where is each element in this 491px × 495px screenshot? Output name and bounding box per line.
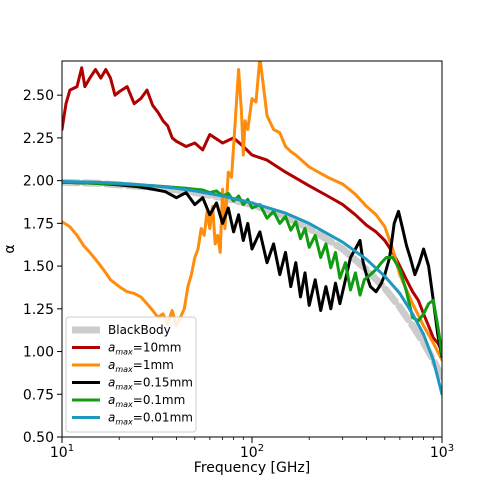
legend-label: amax=0.01mm xyxy=(108,411,193,427)
y-tick-label: 1.75 xyxy=(23,216,54,232)
x-axis-label: Frequency [GHz] xyxy=(194,460,310,476)
series-line-4 xyxy=(62,180,442,357)
x-tick-label: 103 xyxy=(430,443,454,461)
legend: BlackBodyamax=10mmamax=1mmamax=0.15mmama… xyxy=(65,316,197,433)
x-tick-label: 101 xyxy=(50,443,74,461)
legend-label: BlackBody xyxy=(108,323,171,337)
y-axis-label: α xyxy=(2,244,18,253)
series-line-5 xyxy=(62,180,442,396)
legend-label: amax=0.15mm xyxy=(108,376,193,392)
legend-box xyxy=(65,316,197,433)
series-line-1 xyxy=(62,66,442,353)
y-tick-label: 0.75 xyxy=(23,387,54,403)
y-tick-label: 2.25 xyxy=(23,131,54,147)
series-layer xyxy=(62,61,442,396)
y-tick-label: 1.00 xyxy=(23,345,54,361)
y-tick-label: 2.00 xyxy=(23,174,54,190)
series-line-3 xyxy=(62,180,442,359)
y-tick-label: 0.50 xyxy=(23,430,54,446)
legend-label: amax=0.1mm xyxy=(108,393,185,409)
legend-label: amax=1mm xyxy=(108,358,174,374)
y-tick-label: 1.50 xyxy=(23,259,54,275)
legend-label: amax=10mm xyxy=(108,341,182,357)
x-tick-label: 102 xyxy=(240,443,264,461)
ticks-layer: 0.50 0.75 1.00 1.25 1.50 1.75 2.00 2.25 2.50 101 1… xyxy=(23,88,454,461)
y-tick-label: 2.50 xyxy=(23,88,54,104)
y-tick-label: 1.25 xyxy=(23,302,54,318)
